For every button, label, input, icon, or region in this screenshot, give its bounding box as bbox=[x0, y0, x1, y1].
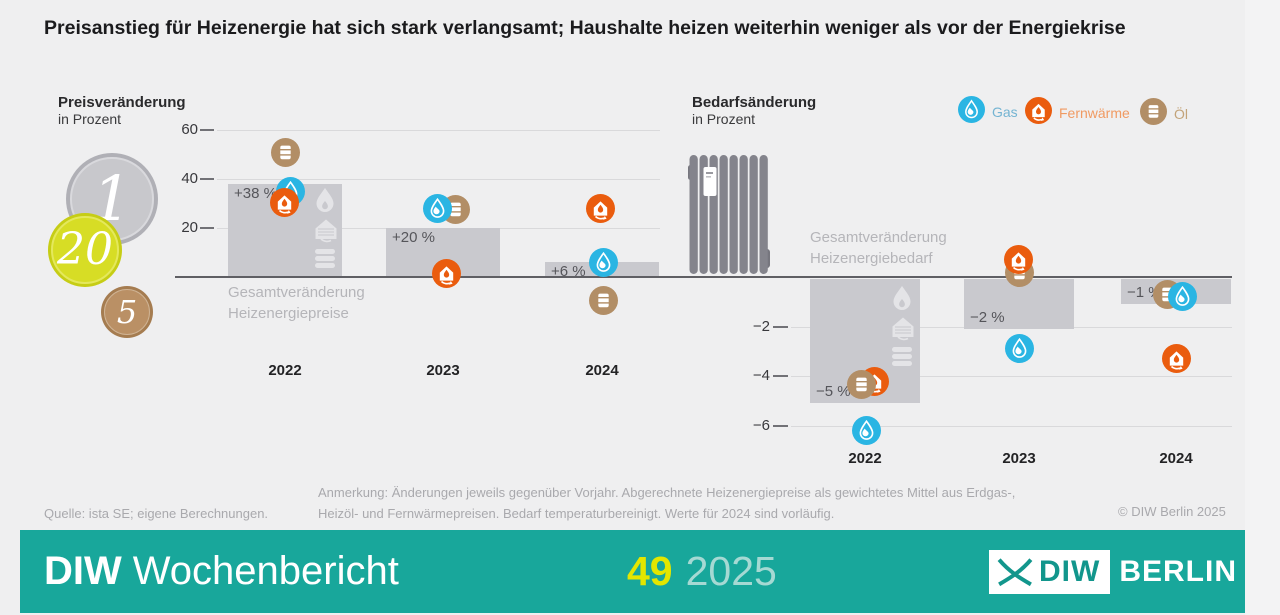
bar-value-label: +20 % bbox=[392, 229, 435, 246]
marker-oil-icon bbox=[846, 370, 876, 400]
bar-series-annotation: Gesamtveränderung Heizenergiepreise bbox=[228, 284, 365, 322]
issue-num: 49 bbox=[627, 548, 673, 594]
marker-gas-icon bbox=[588, 247, 618, 277]
diw-berlin-logo: DIW BERLIN bbox=[989, 530, 1237, 613]
legend-item-fernwaerme: Fernwärme bbox=[1025, 97, 1130, 129]
marker-gas-icon bbox=[1167, 282, 1197, 312]
y-gridline bbox=[217, 179, 660, 180]
x-axis-year-label: 2024 bbox=[585, 362, 619, 379]
bar-2023 bbox=[964, 279, 1074, 329]
x-axis-year-label: 2022 bbox=[848, 450, 882, 467]
house-watermark-icon bbox=[313, 217, 339, 248]
marker-district-heating-icon bbox=[1003, 245, 1033, 275]
y-tick-label: −6 bbox=[752, 416, 770, 434]
gas-icon bbox=[958, 96, 985, 128]
y-gridline bbox=[791, 425, 1232, 427]
marker-oil-icon bbox=[588, 285, 618, 315]
legend-label-fernwaerme: Fernwärme bbox=[1059, 105, 1130, 121]
y-tick bbox=[773, 375, 788, 378]
house-watermark-icon bbox=[890, 315, 916, 346]
bar-value-label: −5 % bbox=[816, 383, 851, 400]
brand-wochenbericht: Wochenbericht bbox=[132, 549, 399, 593]
coins-watermark-icon bbox=[890, 346, 914, 373]
source-note: Quelle: ista SE; eigene Berechnungen. bbox=[44, 506, 269, 521]
issue-number: 49 2025 bbox=[627, 530, 777, 613]
bar-series-annotation: Gesamtveränderung Heizenergiebedarf bbox=[810, 229, 947, 267]
diw-x-icon bbox=[997, 557, 1033, 586]
y-tick-label: 20 bbox=[181, 219, 198, 236]
legend-item-oel: Öl bbox=[1140, 98, 1188, 130]
bar-value-label: +6 % bbox=[551, 263, 586, 281]
y-tick bbox=[200, 227, 214, 229]
y-tick bbox=[200, 129, 214, 131]
x-axis-year-label: 2022 bbox=[268, 362, 302, 379]
page-title: Preisanstieg für Heizenergie hat sich st… bbox=[44, 17, 1126, 39]
brand-diw: DIW bbox=[44, 549, 122, 593]
coin-20-value: 20 bbox=[57, 224, 113, 275]
y-tick bbox=[773, 325, 788, 328]
demand-chart-header: Bedarfsänderung in Prozent bbox=[692, 94, 816, 127]
legend-label-gas: Gas bbox=[992, 104, 1018, 120]
price-chart-title: Preisveränderung bbox=[58, 94, 186, 111]
legend-label-oel: Öl bbox=[1174, 106, 1188, 122]
annotation-note: Anmerkung: Änderungen jeweils gegenüber … bbox=[318, 485, 1016, 521]
price-chart-header: Preisveränderung in Prozent bbox=[58, 94, 186, 127]
y-tick-label: 40 bbox=[181, 170, 198, 187]
coin-5-cent: 5 bbox=[101, 286, 153, 338]
marker-district-heating-icon bbox=[431, 258, 461, 288]
x-axis-year-label: 2023 bbox=[1002, 450, 1036, 467]
banner: DIW Wochenbericht 49 2025 DIW BERLIN bbox=[20, 530, 1245, 613]
marker-gas-icon bbox=[422, 193, 452, 223]
y-tick-label: −4 bbox=[752, 367, 770, 385]
demand-chart-subtitle: in Prozent bbox=[692, 111, 756, 127]
marker-gas-icon bbox=[1004, 334, 1034, 364]
marker-district-heating-icon bbox=[1161, 344, 1191, 374]
price-chart-subtitle: in Prozent bbox=[58, 111, 122, 127]
marker-district-heating-icon bbox=[269, 187, 299, 217]
zero-axis-line bbox=[175, 276, 1232, 278]
demand-chart-title: Bedarfsänderung bbox=[692, 94, 817, 111]
bar-value-label: +38 % bbox=[234, 184, 277, 202]
x-axis-year-label: 2023 bbox=[426, 362, 460, 379]
y-tick-label: −2 bbox=[752, 317, 770, 335]
marker-gas-icon bbox=[851, 416, 881, 446]
brand-wordmark: DIW Wochenbericht bbox=[44, 530, 399, 613]
y-gridline bbox=[791, 376, 1232, 378]
y-tick bbox=[773, 424, 788, 427]
y-tick bbox=[200, 178, 214, 180]
coin-5-value: 5 bbox=[116, 293, 138, 331]
coins-watermark-icon bbox=[313, 248, 337, 275]
right-margin-strip bbox=[1245, 0, 1280, 615]
y-tick-label: 60 bbox=[181, 121, 198, 138]
marker-oil-icon bbox=[270, 137, 300, 167]
oil-icon bbox=[1140, 98, 1167, 130]
legend-item-gas: Gas bbox=[958, 96, 1018, 128]
district-heating-icon bbox=[1025, 97, 1052, 129]
coin-20-cent: 20 bbox=[48, 213, 122, 287]
y-gridline bbox=[217, 130, 660, 131]
x-axis-year-label: 2024 bbox=[1159, 450, 1193, 467]
bar-value-label: −2 % bbox=[970, 308, 1005, 326]
logo-berlin-text: BERLIN bbox=[1119, 554, 1237, 588]
issue-year: 2025 bbox=[685, 548, 777, 594]
logo-diw-text: DIW bbox=[1039, 554, 1101, 588]
marker-district-heating-icon bbox=[585, 193, 615, 223]
radiator-illustration bbox=[688, 153, 770, 282]
flame-watermark-icon bbox=[313, 187, 337, 218]
flame-watermark-icon bbox=[890, 285, 914, 316]
copyright-note: © DIW Berlin 2025 bbox=[1118, 504, 1226, 519]
